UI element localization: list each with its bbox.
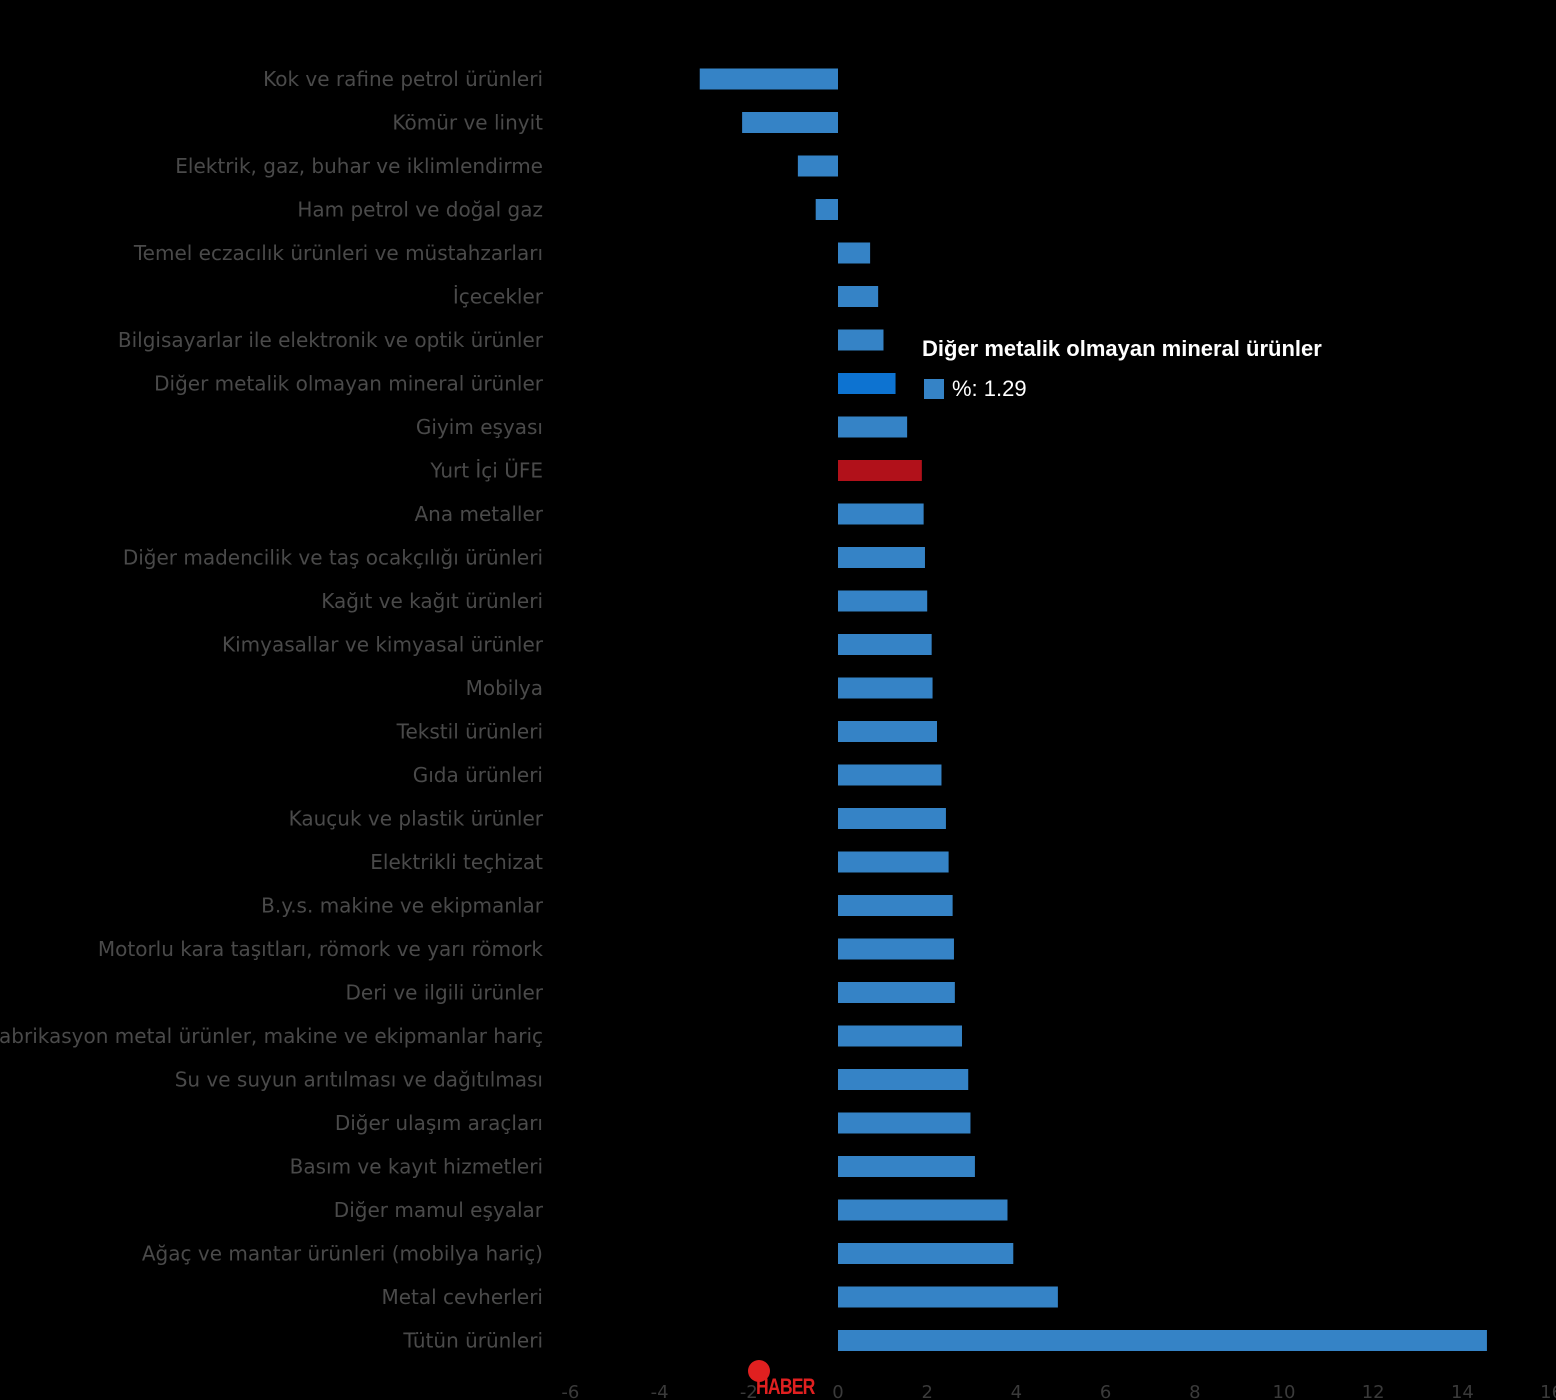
x-tick-label-3: 0 [832,1382,843,1400]
logo-text: HABER [756,1374,815,1399]
category-label-28: Metal cevherleri [381,1285,543,1309]
bar-26[interactable] [838,1199,1008,1221]
x-tick-label-10: 14 [1451,1382,1474,1400]
bar-25[interactable] [838,1156,975,1177]
x-tick-label-9: 12 [1362,1382,1385,1400]
bar-15[interactable] [838,721,938,742]
chart-tooltip: Diğer metalik olmayan mineral ürünler %:… [912,336,1322,402]
category-label-29: Tütün ürünleri [402,1329,543,1353]
bar-22[interactable] [838,1025,962,1047]
tooltip-title: Diğer metalik olmayan mineral ürünler [922,336,1322,361]
bar-21[interactable] [838,982,955,1003]
x-tick-label-1: -4 [651,1382,669,1400]
bar-9[interactable] [838,460,922,481]
bar-13[interactable] [838,634,932,655]
bar-16[interactable] [838,764,942,786]
tooltip-swatch [924,379,944,399]
logo-icon [748,1360,770,1382]
x-tick-label-2: -2 [740,1382,758,1400]
category-label-18: Elektrikli teçhizat [370,850,543,874]
x-tick-label-7: 8 [1189,1382,1200,1400]
bar-20[interactable] [838,938,954,960]
category-label-23: Su ve suyun arıtılması ve dağıtılması [175,1068,543,1092]
category-label-19: B.y.s. makine ve ekipmanlar [261,894,544,918]
bar-0[interactable] [699,68,838,90]
category-label-27: Ağaç ve mantar ürünleri (mobilya hariç) [142,1242,543,1266]
category-label-21: Deri ve ilgili ürünler [345,981,543,1005]
category-label-26: Diğer mamul eşyalar [334,1198,544,1222]
category-label-13: Kimyasallar ve kimyasal ürünler [222,633,544,657]
category-label-11: Diğer madencilik ve taş ocakçılığı ürünl… [123,546,543,570]
bar-7[interactable] [838,373,896,394]
category-label-15: Tekstil ürünleri [396,720,543,744]
x-tick-label-6: 6 [1100,1382,1111,1400]
bar-2[interactable] [797,155,838,177]
bar-11[interactable] [838,547,925,568]
x-tick-label-5: 4 [1011,1382,1022,1400]
tooltip-row: %: 1.29 [924,376,1322,402]
category-label-24: Diğer ulaşım araçları [335,1111,543,1135]
bar-10[interactable] [838,503,924,525]
category-label-16: Gıda ürünleri [413,763,543,787]
x-tick-label-4: 2 [921,1382,932,1400]
bar-6[interactable] [838,329,884,351]
bar-27[interactable] [838,1243,1014,1264]
tooltip-value: %: 1.29 [952,376,1027,401]
category-label-5: İçecekler [453,285,544,309]
category-label-20: Motorlu kara taşıtları, römork ve yarı r… [98,937,544,961]
category-label-14: Mobilya [466,676,543,700]
bar-3[interactable] [815,199,838,220]
category-label-25: Basım ve kayıt hizmetleri [290,1155,543,1179]
category-label-10: Ana metaller [415,502,544,526]
category-label-0: Kok ve rafine petrol ürünleri [263,67,543,91]
bar-14[interactable] [838,677,933,699]
category-label-7: Diğer metalik olmayan mineral ürünler [154,372,544,396]
category-label-17: Kauçuk ve plastik ürünler [289,807,544,831]
category-label-6: Bilgisayarlar ile elektronik ve optik ür… [118,328,544,352]
x-tick-label-8: 10 [1273,1382,1296,1400]
x-tick-label-0: -6 [561,1382,579,1400]
bar-24[interactable] [838,1112,971,1134]
category-label-4: Temel eczacılık ürünleri ve müstahzarlar… [133,241,543,265]
bar-28[interactable] [838,1286,1058,1308]
category-label-2: Elektrik, gaz, buhar ve iklimlendirme [175,154,543,178]
bar-4[interactable] [838,242,871,264]
x-tick-label-11: 16 [1540,1382,1556,1400]
bar-18[interactable] [838,851,949,873]
bar-29[interactable] [838,1330,1487,1351]
bar-19[interactable] [838,895,953,916]
brand-logo: HABER [748,1360,815,1400]
bar-12[interactable] [838,590,928,612]
category-label-1: Kömür ve linyit [392,111,543,135]
bar-23[interactable] [838,1069,969,1090]
bar-17[interactable] [838,808,946,829]
category-label-8: Giyim eşyası [416,415,543,439]
category-label-9: Yurt İçi ÜFE [429,459,543,483]
category-label-12: Kağıt ve kağıt ürünleri [321,589,543,613]
bar-1[interactable] [742,112,838,133]
bar-8[interactable] [838,416,908,438]
bar-5[interactable] [838,286,879,307]
category-label-22: Fabrikasyon metal ürünler, makine ve eki… [0,1024,543,1048]
category-label-3: Ham petrol ve doğal gaz [297,198,543,222]
